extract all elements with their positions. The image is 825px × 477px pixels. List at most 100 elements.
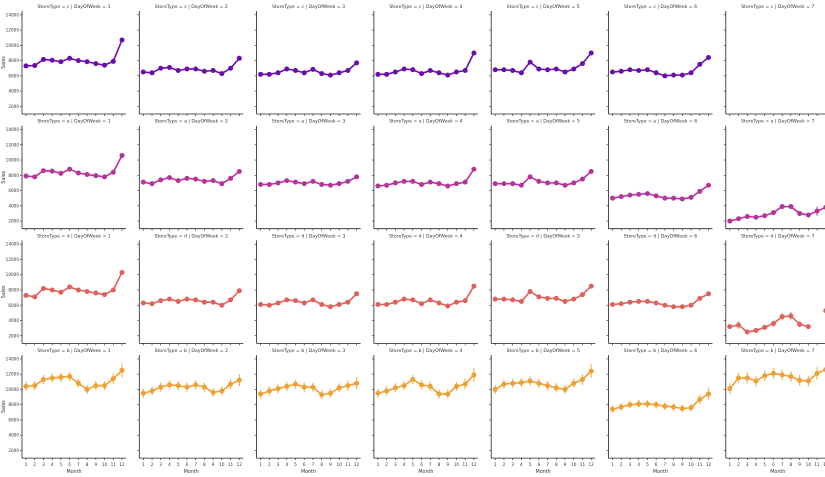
x-tick-label: 4 (637, 462, 640, 467)
facet-panel-c-5: StoreType = c | DayOfWeek = 5 (489, 4, 596, 116)
panel-title: StoreType = d | DayOfWeek = 4 (389, 233, 463, 239)
y-tick-label: 6000 (8, 188, 19, 193)
x-tick-label: 1 (728, 462, 731, 467)
x-tick-label: 10 (688, 462, 694, 467)
data-point (571, 380, 577, 386)
data-point (258, 301, 264, 307)
x-tick-label: 10 (102, 462, 108, 467)
series-line-segment (112, 39, 123, 62)
data-point (814, 370, 820, 376)
data-point (706, 182, 711, 188)
x-tick-label: 7 (429, 462, 432, 467)
x-tick-label: 7 (312, 462, 315, 467)
x-tick-label: 5 (529, 462, 532, 467)
panel-title: StoreType = b | DayOfWeek = 3 (272, 348, 346, 354)
data-point (301, 300, 307, 306)
data-point (327, 182, 333, 188)
panel-title: StoreType = a | DayOfWeek = 1 (37, 119, 110, 125)
data-point (419, 71, 425, 77)
data-point (110, 287, 116, 293)
x-tick-label: 8 (790, 462, 793, 467)
x-tick-label: 10 (336, 462, 342, 467)
data-point (236, 377, 242, 383)
data-point (453, 69, 459, 75)
data-point (401, 178, 407, 184)
data-point (419, 301, 425, 307)
y-tick-label: 2000 (8, 104, 19, 109)
data-point (501, 181, 507, 187)
facet-panel-a-4: StoreType = a | DayOfWeek = 4 (371, 119, 478, 231)
data-point (375, 183, 381, 189)
x-tick-label: 3 (159, 462, 162, 467)
data-point (49, 287, 55, 293)
data-point (445, 72, 451, 78)
data-point (797, 321, 803, 327)
data-point (770, 210, 776, 216)
series-line-segment (464, 168, 475, 183)
data-point (75, 170, 81, 176)
data-point (384, 182, 390, 188)
data-point (275, 386, 281, 392)
facet-panel-b-6: StoreType = b | DayOfWeek = 61 2 3 4 5 6 7 8 9 10… (606, 348, 713, 475)
data-point (571, 180, 577, 186)
data-point (579, 292, 585, 298)
data-point (210, 178, 216, 184)
facet-panel-c-1: StoreType = c | DayOfWeek = 1 2000 4000 600… (1, 4, 126, 116)
data-point (319, 181, 325, 187)
data-point (110, 169, 116, 175)
y-tick-label: 2000 (8, 448, 19, 453)
data-point (788, 313, 794, 319)
x-tick-label: 6 (68, 462, 71, 467)
data-point (410, 178, 416, 184)
data-point (184, 296, 190, 302)
data-point (427, 179, 433, 185)
x-tick-label: 4 (285, 462, 288, 467)
panel-title: StoreType = b | DayOfWeek = 4 (389, 348, 463, 354)
data-point (610, 69, 615, 75)
y-tick-label: 8000 (8, 402, 19, 407)
data-point (32, 294, 38, 300)
panel-title: StoreType = b | DayOfWeek = 1 (37, 348, 111, 354)
y-tick-label: 14000 (6, 12, 20, 17)
data-point (744, 329, 750, 335)
y-tick-label: 12000 (6, 28, 20, 33)
facet-panel-a-5: StoreType = a | DayOfWeek = 5 (489, 119, 596, 231)
y-tick-label: 2000 (8, 219, 19, 224)
x-tick-label: 9 (564, 462, 567, 467)
x-tick-label: 4 (168, 462, 171, 467)
data-point (345, 68, 351, 74)
x-tick-label: 8 (672, 462, 675, 467)
data-point (392, 180, 398, 186)
x-tick-label: 10 (571, 462, 577, 467)
data-point (527, 289, 533, 295)
data-point (527, 378, 533, 384)
data-point (119, 152, 125, 158)
x-tick-label: 6 (538, 462, 541, 467)
data-point (336, 385, 342, 391)
data-point (284, 178, 290, 184)
data-point (410, 297, 416, 303)
panel-title: StoreType = b | DayOfWeek = 2 (155, 348, 229, 354)
y-tick-label: 12000 (6, 372, 20, 377)
data-point (175, 68, 181, 74)
y-tick-label: 4000 (8, 203, 19, 208)
panel-title: StoreType = c | DayOfWeek = 7 (741, 4, 814, 10)
data-point (653, 300, 659, 306)
data-point (32, 383, 38, 389)
data-point (436, 391, 442, 397)
data-point (40, 168, 46, 174)
data-point (166, 64, 172, 70)
x-tick-label: 1 (259, 462, 262, 467)
data-point (228, 297, 234, 303)
data-point (293, 381, 299, 387)
data-point (175, 298, 181, 304)
data-point (40, 377, 46, 383)
data-point (149, 181, 155, 187)
x-tick-label: 11 (463, 462, 469, 467)
data-point (401, 296, 407, 302)
data-point (84, 386, 90, 392)
data-point (319, 301, 325, 307)
data-point (492, 386, 498, 392)
facet-panel-c-4: StoreType = c | DayOfWeek = 4 (371, 4, 478, 116)
data-point (636, 298, 642, 304)
